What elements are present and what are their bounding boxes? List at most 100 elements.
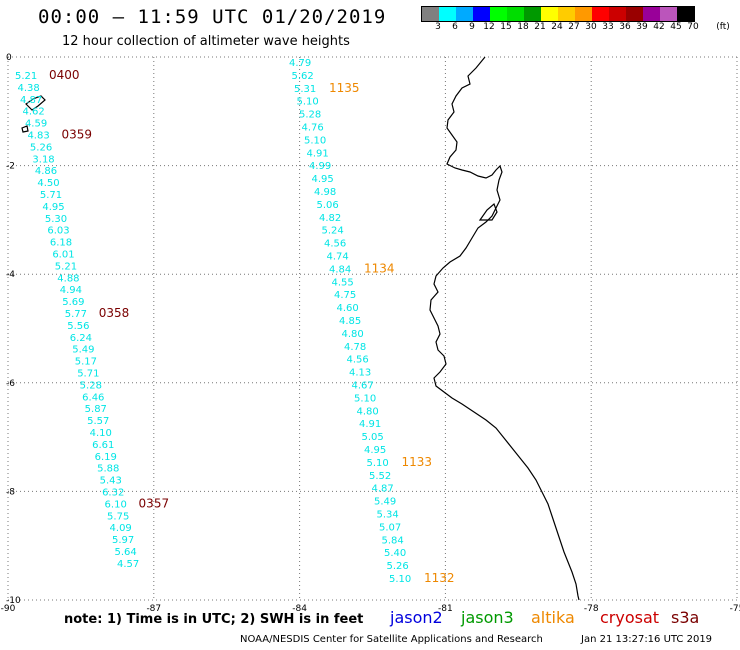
swh-value: 6.61 [92,440,114,451]
colorbar-label: 30 [585,22,597,32]
satellite-legend-cryosat: cryosat [600,608,660,627]
swh-value: 5.17 [75,357,97,368]
time-label: 1134 [364,261,395,275]
x-tick-label: -87 [146,604,161,614]
colorbar-unit: (ft) [716,22,730,32]
swh-value: 4.79 [289,58,311,69]
time-label: 0357 [139,496,170,510]
colorbar-swatch [643,7,660,21]
swh-value: 5.87 [85,404,107,415]
swh-value: 4.50 [37,178,59,189]
swh-value: 4.98 [314,187,336,198]
time-label: 1133 [402,455,433,469]
swh-value: 5.49 [374,497,396,508]
swh-value: 4.87 [372,484,394,495]
swh-value: 5.05 [362,432,384,443]
swh-value: 5.71 [40,190,62,201]
swh-value: 5.06 [317,200,339,211]
colorbar-swatch [490,7,507,21]
swh-value: 4.80 [342,329,364,340]
colorbar-label: 6 [452,22,458,32]
swh-value: 4.76 [302,123,324,134]
colorbar-label: 33 [602,22,614,32]
colorbar-swatch [456,7,473,21]
y-tick-label: -2 [6,162,15,172]
swh-value: 4.95 [42,202,64,213]
swh-value: 5.24 [322,226,344,237]
island-floreana [21,125,29,133]
swh-value: 6.19 [95,452,117,463]
swh-value: 5.34 [377,510,399,521]
swh-value: 5.10 [304,135,326,146]
satellite-legend-jason2: jason2 [390,608,443,627]
swh-value: 5.28 [80,380,102,391]
swh-value: 5.49 [72,345,94,356]
swh-value: 4.82 [319,213,341,224]
swh-value: 6.01 [52,250,74,261]
credit-text: NOAA/NESDIS Center for Satellite Applica… [240,634,543,645]
swh-value: 5.21 [15,71,37,82]
x-tick-label: -81 [438,604,453,614]
swh-value: 6.03 [47,226,69,237]
swh-value: 4.67 [352,381,374,392]
swh-value: 6.18 [50,238,72,249]
swh-value: 4.80 [357,406,379,417]
swh-value: 4.87 [20,95,42,106]
swh-value: 4.91 [359,419,381,430]
y-tick-label: 0 [6,53,12,63]
swh-value: 5.40 [384,548,406,559]
swh-value: 4.13 [349,368,371,379]
colorbar-swatch [541,7,558,21]
swh-value: 5.75 [107,511,129,522]
colorbar-label: 39 [636,22,648,32]
swh-value: 6.10 [105,499,127,510]
island-isabela [25,95,46,111]
satellite-legend-altika: altika [531,608,575,627]
x-tick-label: -78 [584,604,599,614]
swh-value: 6.24 [70,333,92,344]
colorbar-label: 15 [500,22,512,32]
swh-value: 4.95 [312,174,334,185]
swh-value: 5.26 [387,561,409,572]
time-label: 1132 [424,571,455,585]
colorbar-swatch [660,7,677,21]
colorbar-label: 70 [687,22,699,32]
colorbar-label: 9 [469,22,475,32]
footer-note: note: 1) Time is in UTC; 2) SWH is in fe… [64,612,364,627]
x-tick-label: -75 [730,604,740,614]
colorbar-swatch [507,7,524,21]
x-tick-label: -90 [1,604,16,614]
swh-value: 5.62 [292,71,314,82]
swh-value: 4.85 [339,316,361,327]
colorbar-swatch [592,7,609,21]
page-subtitle: 12 hour collection of altimeter wave hei… [62,34,350,49]
swh-value: 5.21 [55,261,77,272]
coastline [429,56,580,601]
colorbar-swatch [626,7,643,21]
y-tick-label: -6 [6,379,15,389]
colorbar-label: 36 [619,22,631,32]
swh-value: 4.38 [17,83,39,94]
colorbar-swatch [677,7,694,21]
satellite-legend-s3a: s3a [671,608,700,627]
swh-value: 4.56 [324,239,346,250]
y-tick-label: -4 [6,270,15,280]
swh-value: 4.88 [57,273,79,284]
generated-timestamp: Jan 21 13:27:16 UTC 2019 [581,634,713,645]
colorbar-label: 3 [435,22,441,32]
swh-value: 4.57 [117,559,139,570]
colorbar-label: 24 [551,22,563,32]
swh-value: 4.74 [327,252,349,263]
swh-value: 5.10 [367,458,389,469]
swh-value: 3.18 [32,154,54,165]
swh-value: 5.10 [389,574,411,585]
swh-value: 4.83 [27,131,49,142]
swh-value: 4.59 [25,119,47,130]
swh-value: 5.64 [115,547,137,558]
colorbar-swatch [575,7,592,21]
swh-value: 6.32 [102,488,124,499]
colorbar [421,6,695,22]
swh-value: 5.43 [100,476,122,487]
swh-value: 5.57 [87,416,109,427]
swh-value: 5.07 [379,522,401,533]
